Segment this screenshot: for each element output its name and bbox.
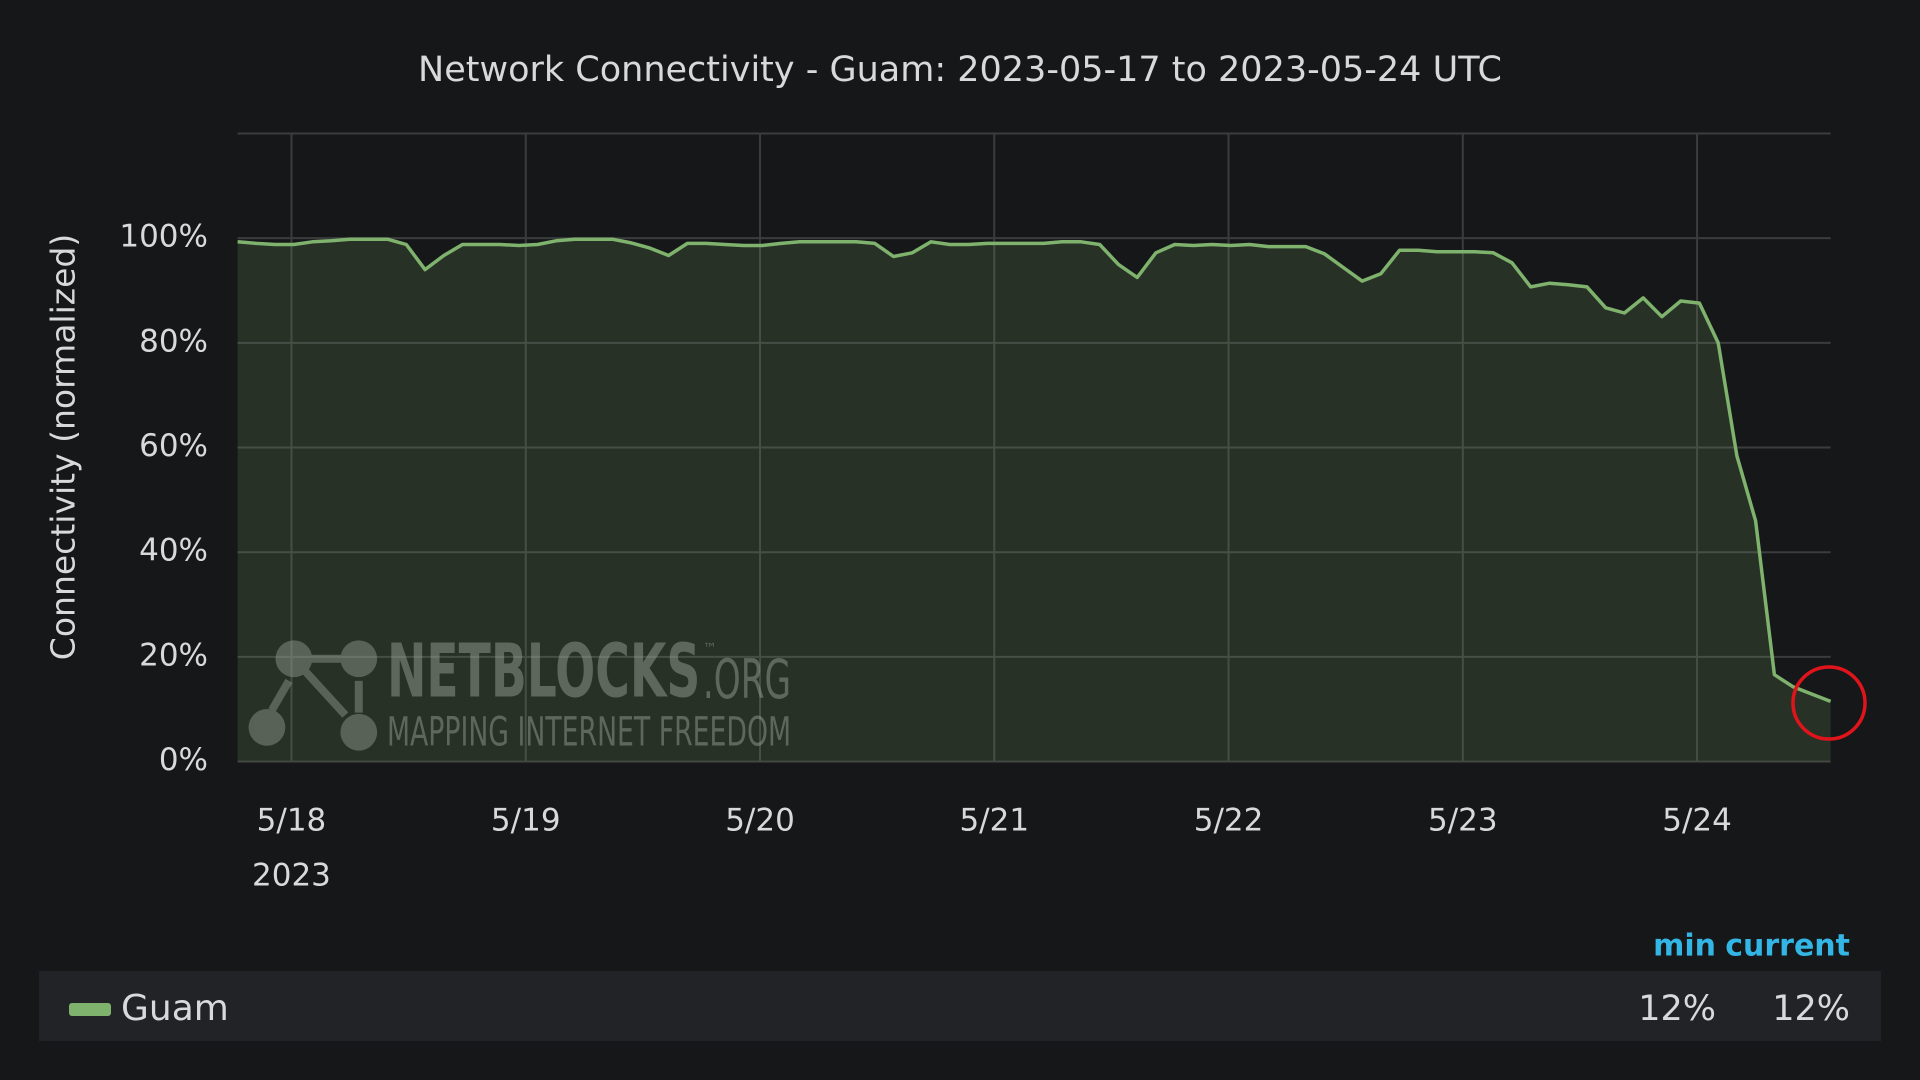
watermark-link [290,656,349,718]
legend-stat: 12% [1772,989,1850,1029]
watermark-domain: .ORG [703,648,791,711]
watermark-dot [340,640,378,678]
y-tick-label: 60% [139,428,208,464]
watermark-tagline: MAPPING INTERNET FREEDOM [387,710,791,756]
legend-label: Guam [121,988,229,1029]
x-tick-label: 5/22 [1194,803,1264,839]
legend-header: min [1653,929,1716,964]
x-tick-label: 5/18 [257,803,327,839]
y-tick-label: 100% [119,219,208,255]
chart-title: Network Connectivity - Guam: 2023-05-17 … [418,50,1502,90]
legend-header: current [1725,929,1850,964]
x-tick-label: 5/23 [1428,803,1498,839]
highlight-circle [1791,665,1867,741]
watermark-dot [275,640,313,678]
x-tick-label: 5/24 [1662,803,1732,839]
y-axis-label: Connectivity (normalized) [44,234,83,660]
y-tick-label: 0% [159,742,208,778]
y-tick-label: 20% [139,637,208,673]
y-tick-label: 80% [139,323,208,359]
x-tick-label: 5/21 [959,803,1029,839]
watermark-link [268,678,293,713]
watermark-dot [340,713,378,751]
line [237,237,1832,704]
y-tick-label: 40% [139,533,208,569]
x-year-label: 2023 [252,858,331,894]
watermark-dot [248,708,286,746]
x-tick-label: 5/20 [725,803,795,839]
legend-row [39,971,1881,1041]
legend-swatch [69,1003,111,1016]
watermark-name: NETBLOCKS [387,628,700,714]
area [237,239,1831,762]
watermark-tm: ™ [703,641,717,657]
x-tick-label: 5/19 [491,803,561,839]
legend-stat: 12% [1638,989,1716,1029]
